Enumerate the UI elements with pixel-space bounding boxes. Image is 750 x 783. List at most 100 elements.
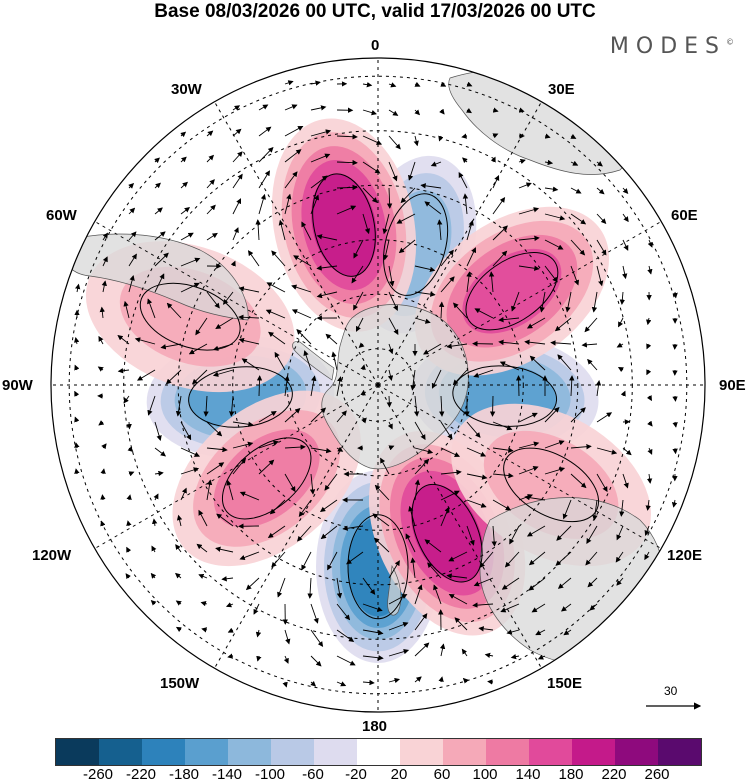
- wind-arrow: [307, 577, 313, 599]
- colorbar-tick: 60: [433, 766, 451, 783]
- colorbar-swatch-1: [99, 739, 142, 765]
- wind-arrow: [501, 577, 520, 590]
- wind-arrow: [414, 291, 436, 297]
- wind-arrow: [98, 335, 104, 345]
- wind-arrow: [647, 420, 653, 427]
- wind-arrow: [672, 291, 678, 299]
- wind-arrow: [616, 525, 624, 541]
- wind-arrow: [388, 445, 395, 451]
- wind-arrow: [596, 447, 618, 455]
- wind-arrow: [175, 572, 182, 579]
- wind-arrow: [518, 412, 538, 423]
- lon-label-60e: 60E: [671, 207, 698, 224]
- wind-arrow: [492, 472, 514, 479]
- wind-arrow: [484, 652, 494, 659]
- wind-arrow: [331, 351, 338, 371]
- wind-arrow: [570, 160, 579, 166]
- wind-arrow: [587, 577, 598, 588]
- brand-mark: ©: [726, 37, 734, 47]
- wind-arrow: [212, 343, 234, 351]
- wind-arrow: [258, 170, 270, 189]
- wind-arrow: [515, 375, 522, 397]
- wind-arrow: [436, 219, 443, 241]
- wind-arrow: [386, 187, 393, 209]
- wind-arrow: [587, 358, 598, 371]
- wind-arrow: [151, 545, 157, 553]
- colorbar: [55, 738, 702, 766]
- wind-arrow: [362, 629, 384, 636]
- wind-arrow: [336, 603, 351, 621]
- wind-arrow: [462, 193, 469, 215]
- wind-arrow: [383, 239, 390, 261]
- circulation-contour: [312, 173, 376, 277]
- wind-arrow: [498, 317, 520, 323]
- wind-arrow: [544, 440, 565, 449]
- wind-arrow: [388, 677, 400, 684]
- wind-arrow: [414, 317, 431, 324]
- wind-arrow: [176, 514, 183, 527]
- south-america: [64, 233, 249, 321]
- wind-arrow: [414, 676, 422, 683]
- wind-arrow: [180, 282, 200, 293]
- wind-arrow: [102, 256, 108, 267]
- colorbar-tick: -20: [345, 766, 367, 783]
- wind-arrow: [504, 551, 520, 568]
- wind-arrow: [151, 518, 158, 527]
- map-title: Base 08/03/2026 00 UTC, valid 17/03/2026…: [154, 1, 596, 22]
- wind-arrow: [266, 282, 286, 293]
- wind-arrow: [487, 679, 494, 685]
- wind-arrow: [474, 308, 494, 319]
- wind-arrow: [570, 473, 587, 489]
- wind-arrow: [336, 159, 358, 166]
- wind-arrow: [284, 125, 304, 137]
- wind-arrow: [488, 271, 495, 293]
- wind-arrow: [526, 525, 546, 537]
- meridian: [94, 384, 379, 549]
- wind-arrow: [134, 337, 156, 345]
- wind-arrow: [267, 525, 286, 539]
- wind-arrow: [336, 681, 347, 687]
- wind-arrow: [215, 317, 234, 329]
- wind-arrow: [452, 302, 468, 319]
- wind-arrow: [557, 577, 572, 589]
- wind-arrow: [180, 257, 201, 267]
- wind-arrow: [622, 265, 628, 280]
- wind-arrow: [492, 174, 500, 189]
- wind-arrow: [430, 161, 442, 167]
- wind-arrow: [413, 135, 419, 147]
- wind-arrow: [271, 551, 286, 568]
- wind-arrow: [284, 444, 306, 450]
- wind-arrow: [239, 491, 260, 501]
- wind-arrow: [528, 551, 546, 566]
- wind-arrow: [446, 573, 468, 579]
- wind-arrow: [126, 421, 132, 430]
- colorbar-swatch-13: [615, 739, 658, 765]
- colorbar-tick: 180: [558, 766, 584, 783]
- meridian: [94, 221, 379, 386]
- wind-arrow: [150, 599, 157, 606]
- colorbar-swatch-7: [357, 739, 400, 765]
- anomaly-band: [213, 429, 320, 528]
- wind-arrow: [232, 128, 242, 137]
- wind-arrow: [206, 291, 220, 309]
- wind-arrow: [563, 629, 572, 636]
- wind-arrow: [414, 584, 423, 605]
- wind-arrow: [150, 572, 157, 579]
- wind-arrow: [400, 187, 416, 204]
- wind-arrow: [537, 654, 546, 660]
- colorbar-tick: 220: [601, 766, 627, 783]
- wind-arrow: [180, 207, 191, 215]
- wind-arrow: [672, 421, 678, 428]
- wind-arrow: [570, 265, 580, 286]
- wind-arrow: [622, 447, 632, 456]
- wind-arrow: [646, 395, 652, 402]
- wind-arrow: [388, 317, 399, 335]
- wind-arrow: [544, 159, 554, 166]
- wind-arrow: [410, 557, 416, 579]
- wind-arrow: [258, 440, 279, 449]
- wind-arrow: [448, 551, 468, 562]
- wind-arrow: [154, 157, 160, 164]
- wind-arrow: [362, 577, 376, 595]
- wind-arrow: [591, 291, 598, 313]
